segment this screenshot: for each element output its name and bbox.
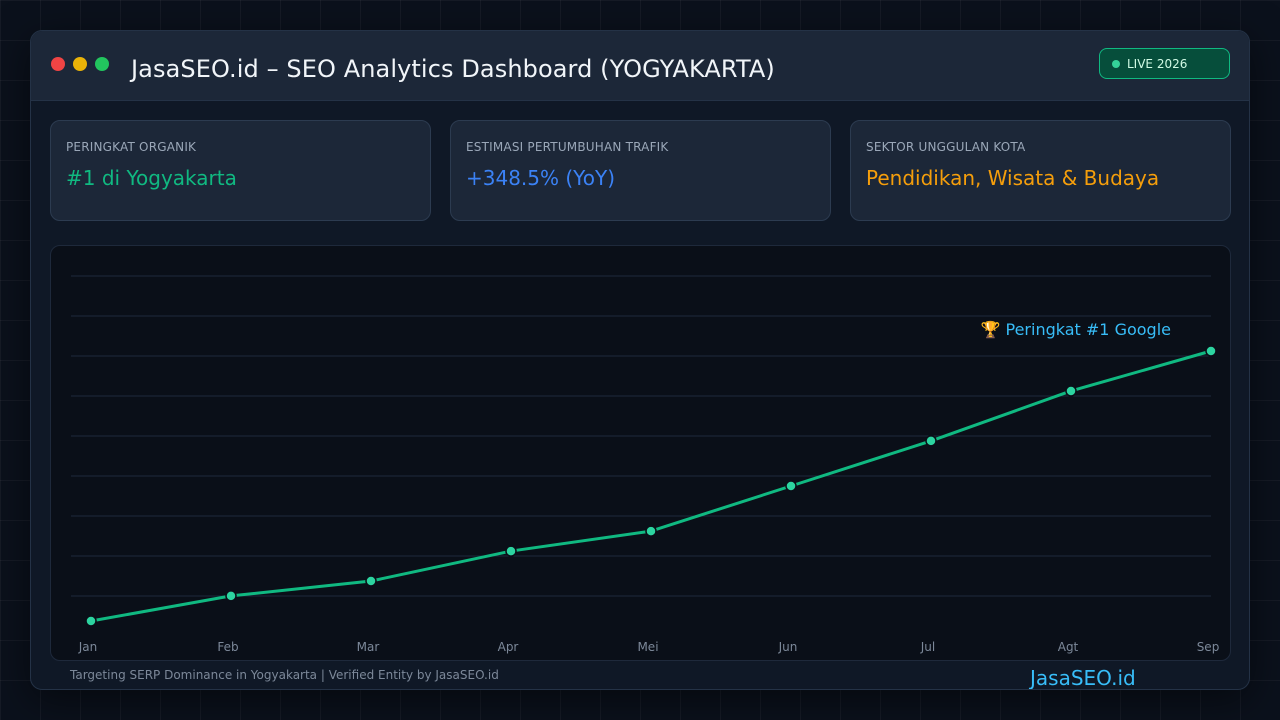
footer-caption: Targeting SERP Dominance in Yogyakarta |… <box>70 668 499 682</box>
title-bar: JasaSEO.id – SEO Analytics Dashboard (YO… <box>31 31 1249 101</box>
data-point-mar[interactable] <box>365 575 377 587</box>
live-badge-label: LIVE 2026 <box>1127 56 1188 71</box>
data-point-jul[interactable] <box>925 435 937 447</box>
x-tick-label: Sep <box>1197 640 1220 654</box>
dashboard-window: JasaSEO.id – SEO Analytics Dashboard (YO… <box>30 30 1250 690</box>
traffic-series-line <box>90 349 1212 623</box>
x-tick-label: Feb <box>217 640 238 654</box>
x-tick-label: Mei <box>637 640 658 654</box>
card-value: Pendidikan, Wisata & Budaya <box>866 166 1160 190</box>
data-point-sep[interactable] <box>1205 345 1217 357</box>
data-point-jun[interactable] <box>785 480 797 492</box>
data-point-apr[interactable] <box>505 545 517 557</box>
footer-brand: JasaSEO.id <box>1030 666 1136 690</box>
close-window-button[interactable] <box>51 57 65 71</box>
minimize-window-button[interactable] <box>73 57 87 71</box>
x-tick-label: Jan <box>78 640 98 654</box>
x-tick-label: Mar <box>357 640 380 654</box>
live-dot-icon <box>1112 59 1120 68</box>
card-traffic-growth: ESTIMASI PERTUMBUHAN TRAFIK +348.5% (YoY… <box>450 120 831 221</box>
card-label: SEKTOR UNGGULAN KOTA <box>866 140 1026 154</box>
card-top-sector: SEKTOR UNGGULAN KOTA Pendidikan, Wisata … <box>850 120 1231 221</box>
x-tick-label: Jun <box>778 640 798 654</box>
data-point-feb[interactable] <box>225 590 237 602</box>
data-point-mei[interactable] <box>645 525 657 537</box>
live-status-badge: LIVE 2026 <box>1099 48 1230 79</box>
card-label: PERINGKAT ORGANIK <box>66 140 197 154</box>
card-label: ESTIMASI PERTUMBUHAN TRAFIK <box>466 140 669 154</box>
x-tick-label: Jul <box>920 640 935 654</box>
rank-annotation: 🏆 Peringkat #1 Google <box>981 320 1172 339</box>
x-tick-label: Agt <box>1058 640 1079 654</box>
page-title: JasaSEO.id – SEO Analytics Dashboard (YO… <box>131 55 775 83</box>
card-organic-rank: PERINGKAT ORGANIK #1 di Yogyakarta <box>50 120 431 221</box>
traffic-chart-panel: Jan Feb Mar Apr Mei Jun Jul Agt Sep 🏆 Peringkat #… <box>50 245 1231 661</box>
card-value: +348.5% (YoY) <box>466 166 615 190</box>
traffic-line-chart: Jan Feb Mar Apr Mei Jun Jul Agt Sep 🏆 Peringkat #… <box>71 275 1220 654</box>
x-tick-label: Apr <box>498 640 519 654</box>
data-point-agt[interactable] <box>1065 385 1077 397</box>
data-point-jan[interactable] <box>85 615 97 627</box>
card-value: #1 di Yogyakarta <box>66 166 237 190</box>
maximize-window-button[interactable] <box>95 57 109 71</box>
